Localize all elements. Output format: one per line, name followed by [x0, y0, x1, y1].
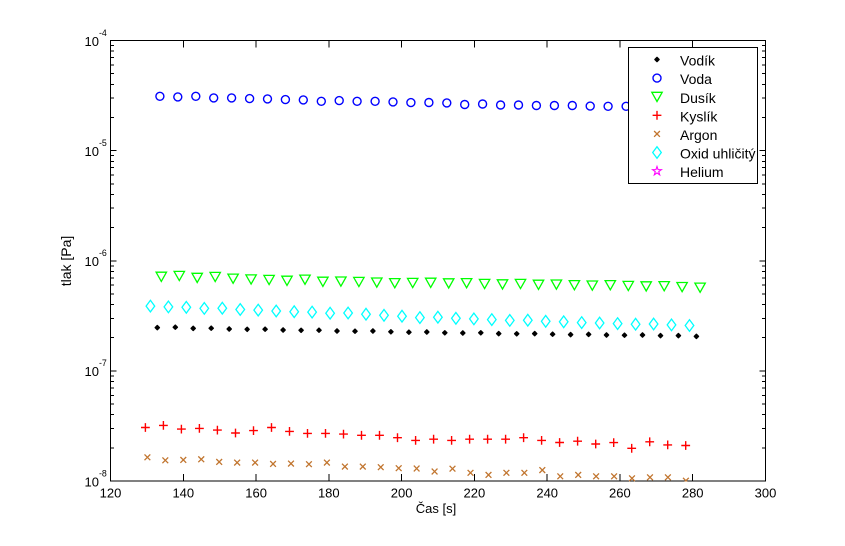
svg-text:Čas [s]: Čas [s] [416, 501, 456, 516]
svg-text:120: 120 [100, 486, 122, 501]
svg-text:220: 220 [464, 486, 486, 501]
svg-text:140: 140 [172, 486, 194, 501]
svg-text:Oxid uhličitý: Oxid uhličitý [680, 146, 755, 162]
svg-text:200: 200 [391, 486, 413, 501]
svg-text:Vodík: Vodík [680, 53, 716, 69]
svg-text:240: 240 [536, 486, 558, 501]
svg-text:tlak [Pa]: tlak [Pa] [58, 236, 74, 287]
svg-text:Voda: Voda [680, 71, 712, 87]
svg-text:Argon: Argon [680, 127, 717, 143]
svg-text:300: 300 [755, 486, 777, 501]
svg-text:Dusík: Dusík [680, 90, 717, 106]
svg-text:Helium: Helium [680, 164, 724, 180]
svg-text:Kyslík: Kyslík [680, 108, 718, 124]
svg-text:160: 160 [245, 486, 267, 501]
svg-text:260: 260 [609, 486, 631, 501]
svg-text:180: 180 [318, 486, 340, 501]
svg-text:280: 280 [682, 486, 704, 501]
